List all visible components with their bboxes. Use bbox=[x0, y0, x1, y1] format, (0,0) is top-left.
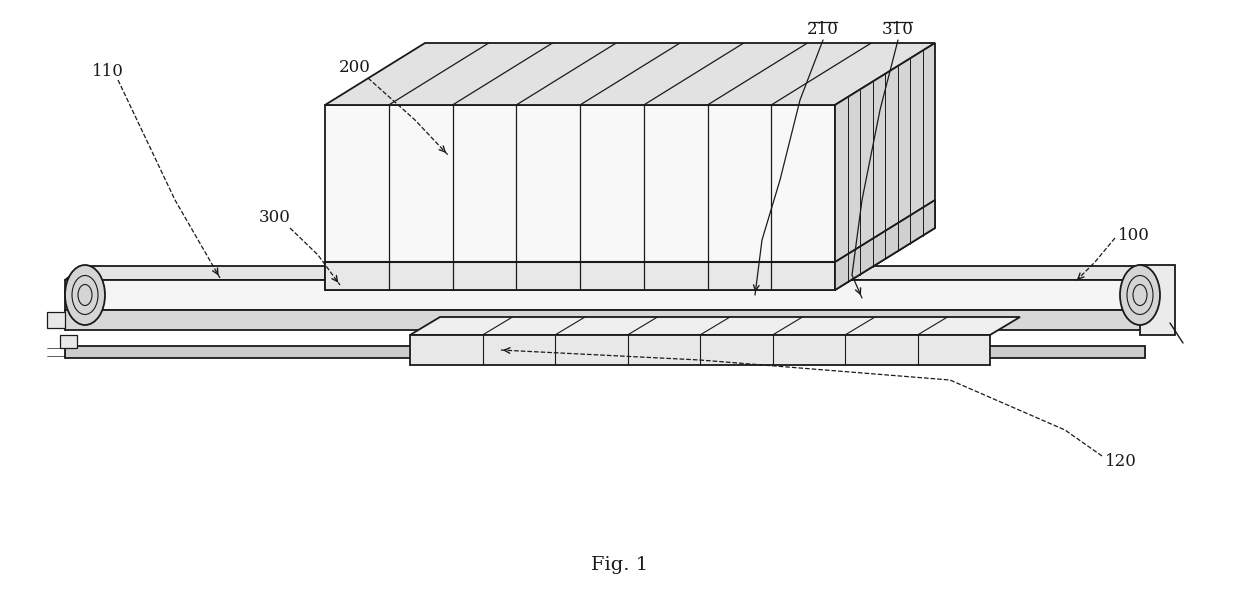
Text: 100: 100 bbox=[1118, 226, 1149, 244]
Polygon shape bbox=[410, 317, 1021, 335]
Ellipse shape bbox=[64, 265, 105, 325]
Polygon shape bbox=[47, 312, 64, 328]
Polygon shape bbox=[1140, 265, 1176, 335]
Text: 210: 210 bbox=[807, 22, 839, 38]
Polygon shape bbox=[410, 335, 990, 365]
Polygon shape bbox=[325, 105, 835, 290]
Ellipse shape bbox=[1120, 265, 1159, 325]
Polygon shape bbox=[835, 43, 935, 290]
Polygon shape bbox=[64, 266, 1163, 280]
Polygon shape bbox=[64, 280, 1145, 310]
Text: 110: 110 bbox=[92, 64, 124, 80]
Polygon shape bbox=[835, 200, 935, 290]
Text: 120: 120 bbox=[1105, 454, 1137, 470]
Text: 310: 310 bbox=[882, 22, 914, 38]
Polygon shape bbox=[325, 43, 935, 105]
Text: 300: 300 bbox=[259, 209, 291, 226]
Polygon shape bbox=[60, 335, 77, 348]
Polygon shape bbox=[64, 346, 1145, 358]
Text: Fig. 1: Fig. 1 bbox=[591, 556, 649, 574]
Polygon shape bbox=[325, 262, 835, 290]
Polygon shape bbox=[64, 310, 1145, 330]
Text: 200: 200 bbox=[339, 59, 371, 76]
